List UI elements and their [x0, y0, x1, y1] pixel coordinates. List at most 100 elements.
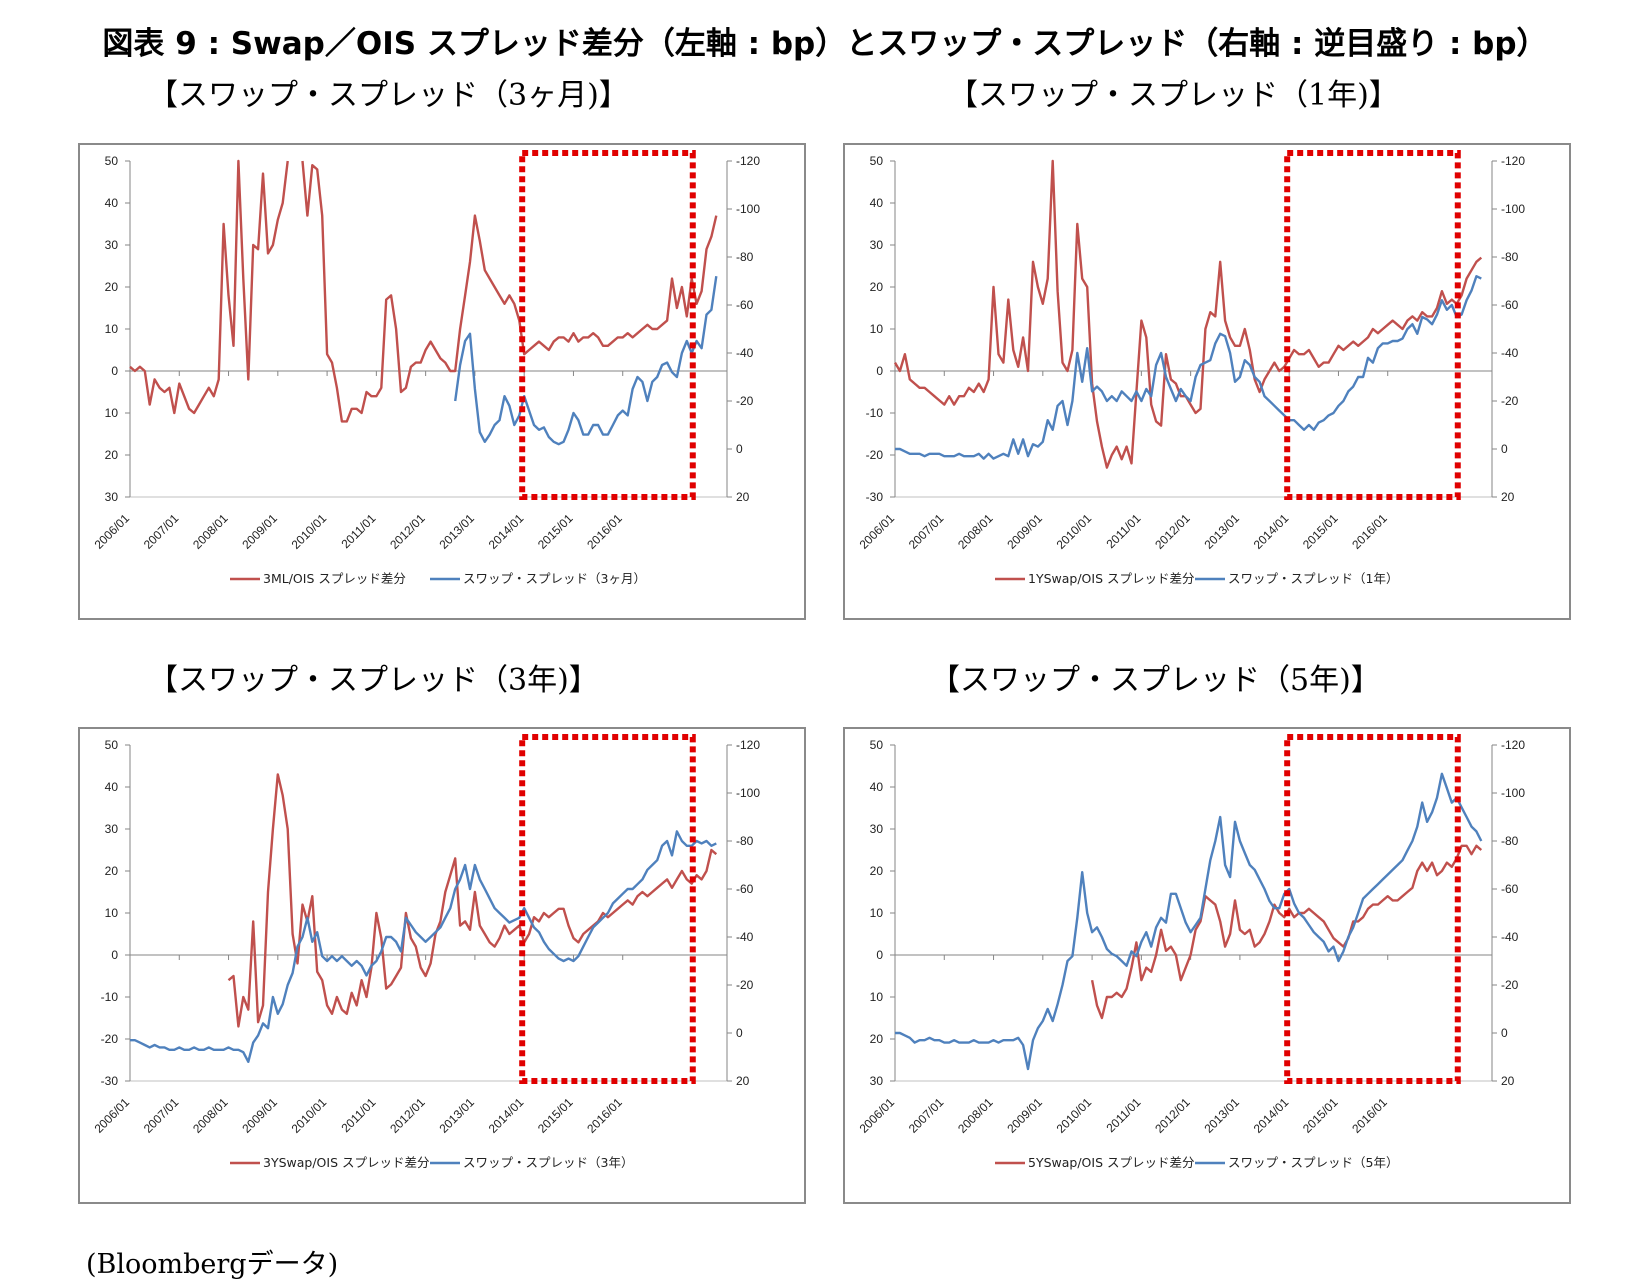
left-tick-label: -20	[866, 448, 884, 462]
legend-label: スワップ・スプレッド（3ヶ月）	[463, 571, 646, 586]
left-tick-label: -30	[866, 490, 884, 504]
left-tick-label: 20	[870, 864, 884, 878]
left-tick-label: 50	[870, 738, 884, 752]
left-tick-label: 50	[870, 154, 884, 168]
right-tick-label: -60	[1501, 298, 1519, 312]
left-tick-label: 30	[870, 822, 884, 836]
x-tick-label: 2006/01	[92, 511, 133, 552]
chart-svg-5y: 50 40 30 20 10 0 10 20 30 -120 -100 -80 -60 -40 -20 0 20…	[857, 734, 1525, 1170]
left-tick-label: 30	[105, 822, 119, 836]
chart-panel-1y: 50 40 30 20 10 0 -10 -20 -30 -120 -100 -80 -60 -40 -20…	[843, 143, 1571, 620]
right-tick-label: -80	[1501, 834, 1519, 848]
legend-label: 3ML/OIS スプレッド差分	[263, 571, 406, 586]
chart-svg-3m: 50 40 30 20 10 0 10 20 30 -120 -100 -80 -60 -40 -20 0 20…	[92, 150, 760, 586]
left-tick-label: 10	[105, 906, 119, 920]
chart-svg-3y: 50 40 30 20 10 0 -10 -20 -30 -120 -100 -80 -60 -40 -20…	[92, 734, 760, 1170]
left-tick-label: 40	[105, 780, 119, 794]
subtitle-1y: 【スワップ・スプレッド（1年)】	[948, 78, 1399, 113]
left-tick-label: 30	[105, 490, 119, 504]
series-line-blue	[454, 276, 718, 446]
left-tick-label: 30	[105, 238, 119, 252]
right-tick-label: -120	[736, 738, 760, 752]
x-tick-label: 2015/01	[535, 1095, 576, 1136]
left-tick-label: -30	[101, 1074, 119, 1088]
right-tick-label: -20	[736, 394, 754, 408]
series-line-red	[227, 773, 718, 1028]
left-tick-label: 0	[111, 364, 118, 378]
chart-panel-3m: 50 40 30 20 10 0 10 20 30 -120 -100 -80 -60 -40 -20 0 20…	[78, 143, 806, 620]
x-tick-label: 2007/01	[906, 511, 947, 552]
left-tick-label: -20	[101, 1032, 119, 1046]
x-tick-label: 2013/01	[1201, 1095, 1242, 1136]
x-tick-label: 2011/01	[1104, 511, 1144, 551]
x-tick-label: 2007/01	[141, 511, 182, 552]
x-tick-label: 2008/01	[955, 511, 996, 552]
legend-label: スワップ・スプレッド（5年）	[1228, 1155, 1398, 1170]
x-tick-label: 2014/01	[1251, 511, 1292, 552]
right-tick-label: -120	[1501, 738, 1525, 752]
right-tick-label: -120	[736, 154, 760, 168]
left-tick-label: 10	[105, 322, 119, 336]
x-tick-label: 2012/01	[387, 511, 428, 552]
x-tick-label: 2009/01	[239, 1095, 280, 1136]
x-tick-label: 2010/01	[1054, 1095, 1095, 1136]
right-tick-label: -40	[1501, 930, 1519, 944]
left-tick-label: 40	[870, 780, 884, 794]
series-line-blue	[130, 830, 717, 1063]
x-tick-label: 2011/01	[339, 1095, 379, 1135]
left-tick-label: 50	[105, 154, 119, 168]
x-tick-label: 2016/01	[1349, 1095, 1390, 1136]
right-tick-label: -100	[1501, 202, 1525, 216]
left-tick-label: 20	[870, 1032, 884, 1046]
x-tick-label: 2014/01	[486, 511, 527, 552]
legend-label: 1YSwap/OIS スプレッド差分	[1028, 571, 1195, 586]
left-tick-label: 20	[105, 280, 119, 294]
left-tick-label: 10	[870, 990, 884, 1004]
x-tick-label: 2013/01	[436, 1095, 477, 1136]
x-tick-label: 2006/01	[92, 1095, 133, 1136]
x-tick-label: 2010/01	[289, 511, 330, 552]
x-tick-label: 2008/01	[190, 1095, 231, 1136]
right-tick-label: -80	[736, 250, 754, 264]
x-tick-label: 2007/01	[141, 1095, 182, 1136]
right-tick-label: -40	[1501, 346, 1519, 360]
right-tick-label: 0	[1501, 1026, 1508, 1040]
right-tick-label: -60	[736, 298, 754, 312]
right-tick-label: -100	[736, 202, 760, 216]
x-tick-label: 2009/01	[1004, 1095, 1045, 1136]
x-tick-label: 2010/01	[1054, 511, 1095, 552]
x-tick-label: 2014/01	[486, 1095, 527, 1136]
x-tick-label: 2006/01	[857, 511, 898, 552]
x-tick-label: 2010/01	[289, 1095, 330, 1136]
series-line-blue	[895, 275, 1482, 460]
right-tick-label: -20	[1501, 978, 1519, 992]
left-tick-label: 30	[870, 238, 884, 252]
x-tick-label: 2012/01	[1152, 511, 1193, 552]
x-tick-label: 2015/01	[535, 511, 576, 552]
legend-label: スワップ・スプレッド（1年）	[1228, 571, 1398, 586]
series-line-red	[893, 159, 1483, 469]
right-tick-label: -60	[1501, 882, 1519, 896]
chart-panel-3y: 50 40 30 20 10 0 -10 -20 -30 -120 -100 -80 -60 -40 -20…	[78, 727, 806, 1204]
subtitle-3y: 【スワップ・スプレッド（3年)】	[148, 663, 599, 698]
right-tick-label: -20	[736, 978, 754, 992]
x-tick-label: 2016/01	[584, 511, 625, 552]
x-tick-label: 2013/01	[436, 511, 477, 552]
left-tick-label: 0	[876, 364, 883, 378]
right-tick-label: -20	[1501, 394, 1519, 408]
chart-panel-5y: 50 40 30 20 10 0 10 20 30 -120 -100 -80 -60 -40 -20 0 20…	[843, 727, 1571, 1204]
right-tick-label: 0	[736, 442, 743, 456]
left-tick-label: -10	[866, 406, 884, 420]
left-tick-label: 0	[111, 948, 118, 962]
x-tick-label: 2011/01	[1104, 1095, 1144, 1135]
x-tick-label: 2009/01	[1004, 511, 1045, 552]
subtitle-3m: 【スワップ・スプレッド（3ヶ月)】	[148, 78, 629, 113]
right-tick-label: -40	[736, 346, 754, 360]
left-tick-label: 40	[105, 196, 119, 210]
x-tick-label: 2006/01	[857, 1095, 898, 1136]
right-tick-label: 20	[736, 1074, 750, 1088]
left-tick-label: 50	[105, 738, 119, 752]
legend-label: スワップ・スプレッド（3年）	[463, 1155, 633, 1170]
x-tick-label: 2012/01	[1152, 1095, 1193, 1136]
right-tick-label: 0	[736, 1026, 743, 1040]
